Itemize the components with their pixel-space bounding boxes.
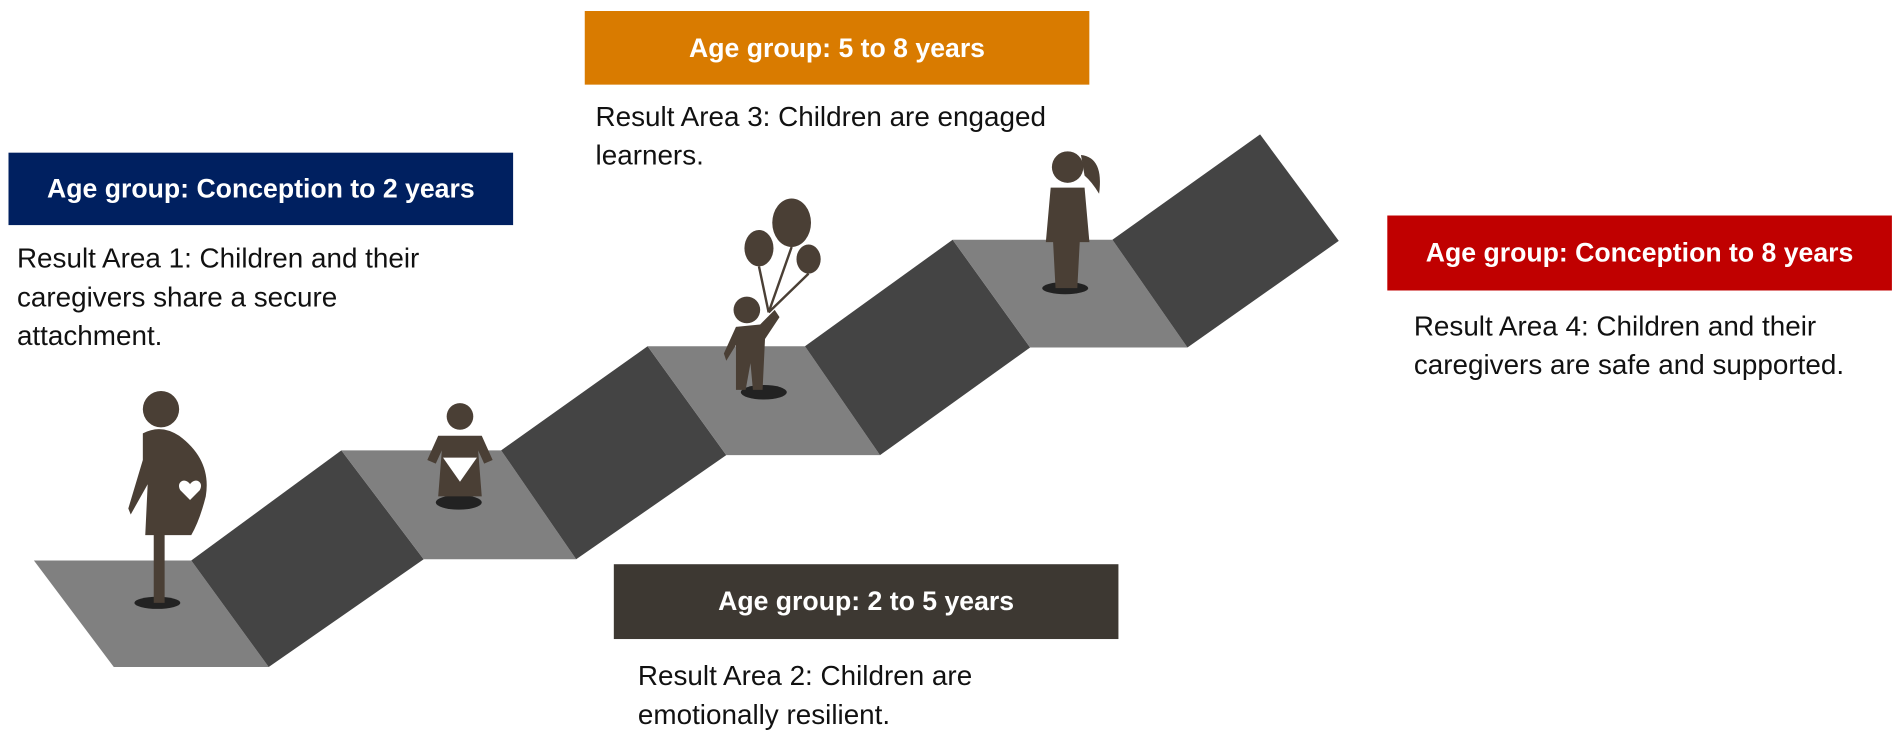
result-text: Result Area 4: Children and their caregi… xyxy=(1413,309,1845,381)
result-text: Result Area 1: Children and their caregi… xyxy=(16,242,420,352)
result-text: Result Area 2: Children are emotionally … xyxy=(637,659,973,730)
child-balloons-figure xyxy=(723,198,821,400)
result-area: Result Area 2: Children are emotionally … xyxy=(637,659,973,730)
result-area: Result Area 1: Children and their caregi… xyxy=(16,242,420,352)
result-area: Result Area 4: Children and their caregi… xyxy=(1413,309,1845,381)
riser xyxy=(191,450,424,668)
staircase xyxy=(33,134,1339,668)
age-group-box: Age group: Conception to 8 years xyxy=(1387,215,1892,291)
age-group-label: Age group: Conception to 2 years xyxy=(8,152,514,226)
step xyxy=(647,346,881,456)
riser xyxy=(804,239,1031,456)
girl-figure xyxy=(1042,151,1100,295)
riser xyxy=(1112,134,1339,348)
age-group-label: Age group: 5 to 8 years xyxy=(584,10,1090,85)
figures xyxy=(128,151,1100,609)
riser xyxy=(501,346,727,560)
pregnant-figure xyxy=(128,391,207,609)
step xyxy=(33,560,269,668)
age-group-label: Age group: 2 to 5 years xyxy=(613,564,1119,640)
age-group-label: Age group: Conception to 8 years xyxy=(1387,215,1892,291)
result-area: Result Area 3: Children are engaged lear… xyxy=(595,100,1046,171)
age-group-box: Age group: 5 to 8 years xyxy=(584,10,1090,85)
age-group-box: Age group: Conception to 2 years xyxy=(8,152,514,226)
age-group-box: Age group: 2 to 5 years xyxy=(613,564,1119,640)
result-text: Result Area 3: Children are engaged lear… xyxy=(595,100,1046,171)
baby-figure xyxy=(427,403,493,510)
